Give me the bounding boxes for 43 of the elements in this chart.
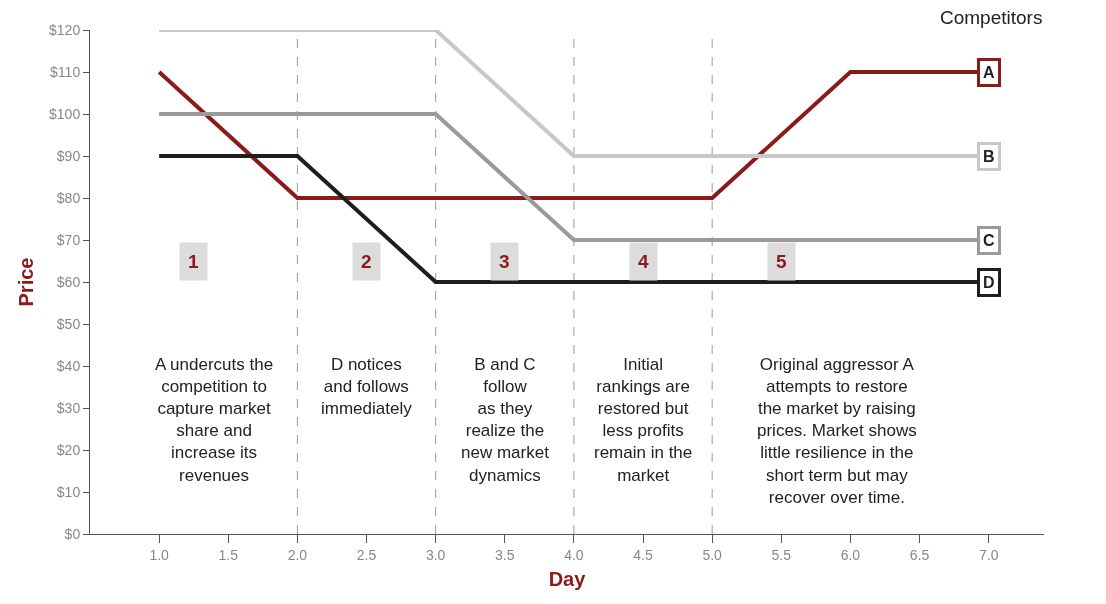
x-tick-label: 7.0 (978, 546, 999, 563)
y-tick-label: $70 (56, 231, 81, 248)
x-tick-label: 3.5 (495, 546, 515, 563)
annotation: 5 (776, 251, 787, 272)
annotation: Original aggressor A attempts to restore the market by raising prices. Market shows little resilience in the short term but may recover over time. (757, 355, 917, 507)
y-tick-label: $60 (56, 273, 81, 290)
y-tick-label: $110 (50, 63, 81, 80)
x-tick-label: 4.5 (633, 546, 653, 563)
y-tick-label: $80 (56, 189, 81, 206)
annotation: B and C follow as they realize the new market dynamics (461, 355, 550, 485)
annotation: 1 (188, 251, 199, 272)
x-tick-label: 2.5 (356, 546, 377, 563)
y-tick-label: $120 (49, 21, 81, 38)
annotation: A undercuts the competition to capture market share and increase its revenues (155, 355, 274, 485)
legend-title: Competitors (940, 7, 1043, 28)
series-label: A (983, 64, 995, 81)
y-tick-label: $0 (64, 525, 81, 542)
x-tick-label: 1.0 (149, 546, 170, 563)
y-tick-label: $50 (56, 315, 81, 332)
series-label: C (983, 232, 995, 249)
y-tick-label: $20 (56, 441, 81, 458)
x-axis-title: Day (548, 568, 587, 591)
x-tick-label: 2.0 (287, 546, 308, 563)
series-label: D (983, 274, 995, 291)
y-tick-label: $40 (56, 357, 81, 374)
y-tick-label: $90 (56, 147, 81, 164)
annotation: 3 (499, 251, 510, 272)
x-tick-label: 6.5 (909, 546, 930, 563)
annotation: 2 (361, 251, 372, 272)
y-tick-label: $10 (56, 483, 81, 500)
y-tick-label: $100 (49, 105, 81, 122)
x-tick-label: 3.0 (425, 546, 446, 563)
x-tick-label: 5.5 (771, 546, 792, 563)
annotation: D notices and follows immediately (321, 355, 413, 419)
y-tick-label: $30 (56, 399, 81, 416)
annotation: Initial rankings are restored but less profits remain in the market (594, 355, 693, 485)
series-label: B (983, 148, 995, 165)
x-tick-label: 4.0 (564, 546, 584, 563)
annotation: 4 (638, 251, 649, 272)
x-tick-label: 1.5 (218, 546, 239, 563)
x-tick-label: 6.0 (840, 546, 861, 563)
x-tick-label: 5.0 (702, 546, 723, 563)
y-axis-title: Price (14, 257, 37, 307)
